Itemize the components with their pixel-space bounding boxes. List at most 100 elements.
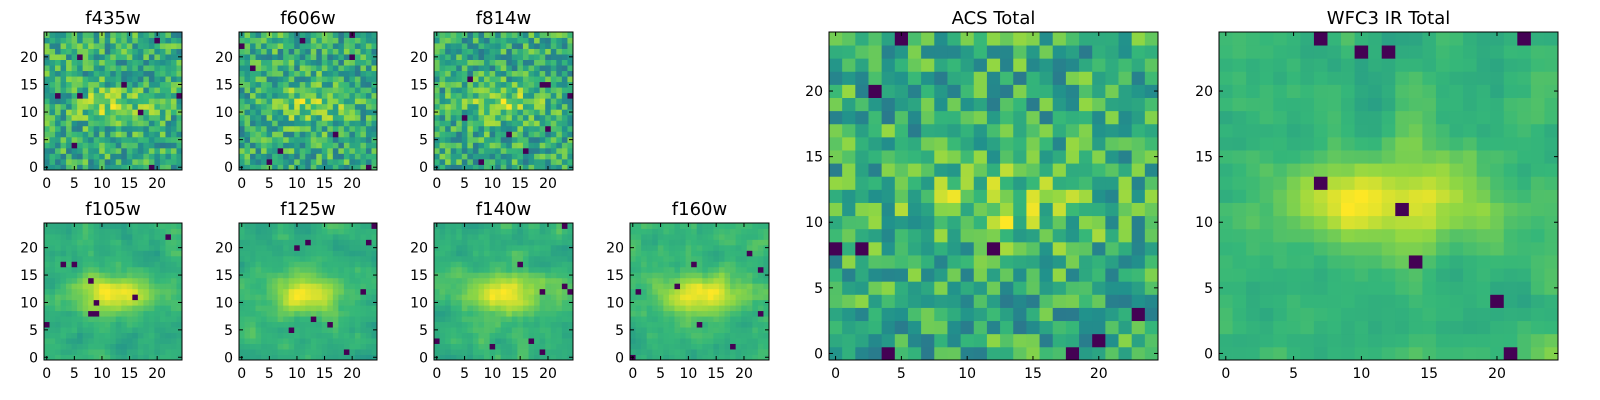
x-tick-label: 10 bbox=[483, 176, 501, 192]
heatmap-cell bbox=[305, 244, 312, 251]
heatmap-cell bbox=[66, 65, 72, 72]
heatmap-cell bbox=[244, 277, 251, 284]
heatmap-cell bbox=[66, 92, 72, 99]
heatmap-cell bbox=[154, 244, 161, 251]
heatmap-cell bbox=[713, 310, 720, 317]
heatmap-cell bbox=[294, 255, 301, 262]
heatmap-cell bbox=[439, 321, 446, 328]
heatmap-cell bbox=[288, 142, 295, 149]
heatmap-cell bbox=[674, 228, 681, 235]
heatmap-cell bbox=[713, 277, 720, 284]
heatmap-cell bbox=[165, 81, 172, 88]
heatmap-cell bbox=[132, 81, 139, 88]
heatmap-cell bbox=[646, 310, 653, 317]
heatmap-cell bbox=[641, 261, 648, 268]
heatmap-cell bbox=[343, 92, 350, 99]
heatmap-cell bbox=[511, 223, 518, 229]
heatmap-cell bbox=[539, 158, 546, 165]
heatmap-cell bbox=[159, 228, 166, 235]
heatmap-cell bbox=[305, 125, 312, 132]
heatmap-cell bbox=[484, 125, 490, 132]
x-tick-label: 0 bbox=[42, 176, 51, 192]
heatmap-cell bbox=[159, 147, 166, 154]
heatmap-cell bbox=[121, 223, 128, 229]
heatmap-cell bbox=[484, 343, 490, 350]
heatmap-cell bbox=[261, 283, 267, 290]
heatmap-cell bbox=[299, 98, 306, 105]
heatmap-cell bbox=[757, 244, 764, 251]
heatmap-cell bbox=[1092, 176, 1106, 190]
heatmap-cell bbox=[663, 250, 670, 257]
heatmap-cell bbox=[506, 349, 513, 355]
panel-title: f606w bbox=[280, 8, 335, 29]
heatmap-cell bbox=[310, 354, 317, 361]
heatmap-cell bbox=[104, 32, 111, 38]
heatmap-cell bbox=[82, 223, 89, 229]
heatmap-cell bbox=[159, 244, 166, 251]
heatmap-cell bbox=[365, 283, 372, 290]
heatmap-cell bbox=[338, 338, 345, 344]
heatmap-cell bbox=[561, 250, 568, 257]
heatmap-cell bbox=[371, 158, 378, 165]
heatmap-cell bbox=[545, 48, 552, 55]
heatmap-cell bbox=[294, 125, 301, 132]
heatmap-cell bbox=[707, 228, 714, 235]
heatmap-cell bbox=[467, 98, 474, 105]
heatmap-cell bbox=[77, 349, 84, 355]
heatmap-cell bbox=[657, 288, 664, 295]
heatmap-cell bbox=[478, 255, 485, 262]
heatmap-cell bbox=[44, 92, 50, 99]
heatmap-cell bbox=[561, 294, 568, 301]
heatmap-cell bbox=[450, 164, 457, 171]
heatmap-cell bbox=[522, 305, 529, 312]
heatmap-cell bbox=[360, 283, 367, 290]
heatmap-cell bbox=[283, 261, 290, 268]
heatmap-cell bbox=[338, 164, 345, 171]
y-tick-label: 15 bbox=[410, 77, 428, 93]
heatmap-cell bbox=[567, 153, 574, 160]
heatmap-cell bbox=[456, 153, 463, 160]
heatmap-cell bbox=[266, 87, 273, 94]
heatmap-cell bbox=[450, 76, 457, 83]
heatmap-cell bbox=[343, 294, 350, 301]
heatmap-cell bbox=[439, 54, 446, 60]
heatmap-cell bbox=[288, 223, 295, 229]
heatmap-cell bbox=[165, 354, 172, 361]
heatmap-cell bbox=[713, 332, 720, 339]
heatmap-cell bbox=[332, 153, 339, 160]
heatmap-cell bbox=[343, 87, 350, 94]
heatmap-cell bbox=[371, 294, 378, 301]
heatmap-cell bbox=[986, 294, 1001, 308]
heatmap-cell bbox=[445, 142, 452, 149]
heatmap-cell bbox=[484, 354, 490, 361]
heatmap-cell bbox=[316, 255, 323, 262]
heatmap-cell bbox=[757, 272, 764, 279]
heatmap-cell bbox=[299, 332, 306, 339]
y-tick-label: 20 bbox=[215, 241, 233, 257]
heatmap-cell bbox=[713, 316, 720, 323]
heatmap-cell bbox=[250, 109, 256, 116]
heatmap-cell bbox=[973, 281, 988, 295]
heatmap-cell bbox=[159, 283, 166, 290]
heatmap-cell bbox=[881, 241, 896, 256]
heatmap-cell bbox=[630, 305, 636, 312]
heatmap-cell bbox=[343, 153, 350, 160]
heatmap-cell bbox=[148, 136, 155, 143]
heatmap-cell bbox=[489, 233, 496, 240]
heatmap-cell bbox=[55, 81, 61, 88]
heatmap-cell bbox=[99, 147, 106, 154]
heatmap-cell bbox=[277, 142, 284, 149]
heatmap-cell bbox=[110, 327, 117, 333]
heatmap-cell bbox=[305, 349, 312, 355]
heatmap-cell bbox=[360, 32, 367, 38]
x-tick-label: 10 bbox=[679, 366, 697, 382]
heatmap-cell bbox=[99, 261, 106, 268]
heatmap-cell bbox=[506, 32, 513, 38]
heatmap-cell bbox=[143, 147, 150, 154]
heatmap-cell bbox=[165, 103, 172, 110]
heatmap-cell bbox=[855, 202, 869, 217]
heatmap-cell bbox=[244, 250, 251, 257]
heatmap-cell bbox=[343, 43, 350, 49]
heatmap-cell bbox=[255, 70, 262, 77]
heatmap-cell bbox=[500, 349, 507, 355]
